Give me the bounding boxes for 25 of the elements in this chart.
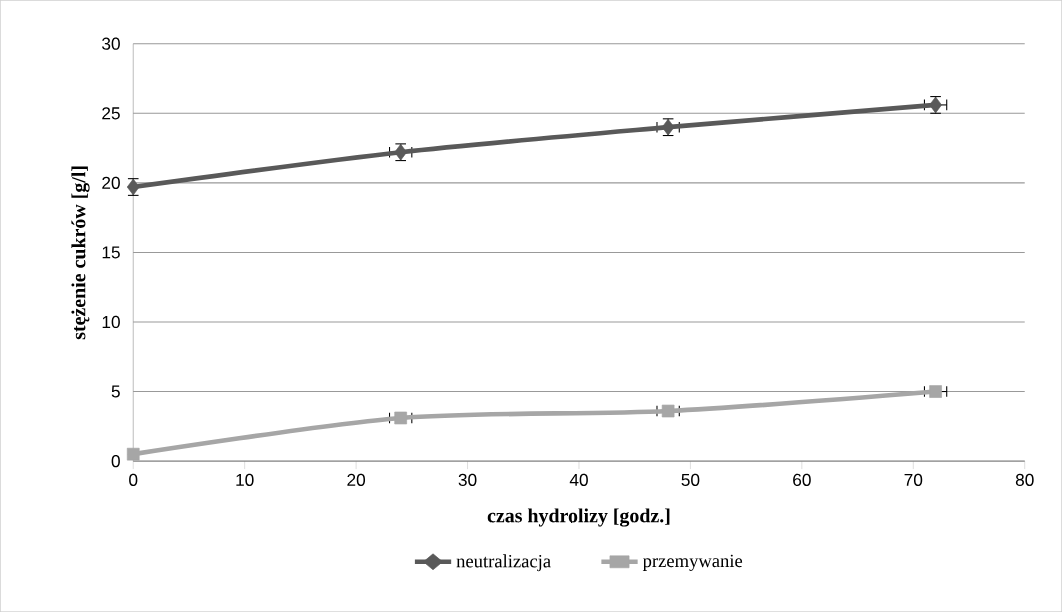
y-tick-label: 20 — [102, 176, 120, 189]
x-tick-label: 70 — [904, 473, 923, 486]
x-tick-label: 20 — [347, 473, 366, 486]
x-tick-label: 80 — [1015, 473, 1034, 486]
x-tick-label: 10 — [236, 473, 254, 486]
point — [394, 411, 407, 425]
y-tick-label: 25 — [102, 107, 120, 120]
point — [929, 385, 942, 398]
legend-label: przemywanie — [642, 554, 743, 571]
x-tick-label: 30 — [458, 473, 477, 486]
y-tick-label: 15 — [102, 246, 120, 259]
x-axis-title: czas hydrolizy [godz.] — [487, 508, 670, 527]
legend-label: neutralizacja — [456, 554, 551, 572]
point — [126, 178, 140, 196]
x-tick-label: 60 — [793, 473, 811, 486]
x-tick-label: 40 — [569, 473, 588, 486]
y-tick-label: 5 — [111, 385, 120, 398]
y-axis-title: stężenie cukrów [g/l] — [71, 166, 90, 340]
y-tick-label: 30 — [102, 37, 120, 50]
y-tick-label: 0 — [111, 454, 120, 468]
x-tick-label: 0 — [129, 473, 138, 486]
y-tick-label: 10 — [102, 315, 120, 329]
x-tick-label: 50 — [681, 473, 700, 486]
point — [126, 447, 140, 461]
point — [661, 404, 675, 418]
